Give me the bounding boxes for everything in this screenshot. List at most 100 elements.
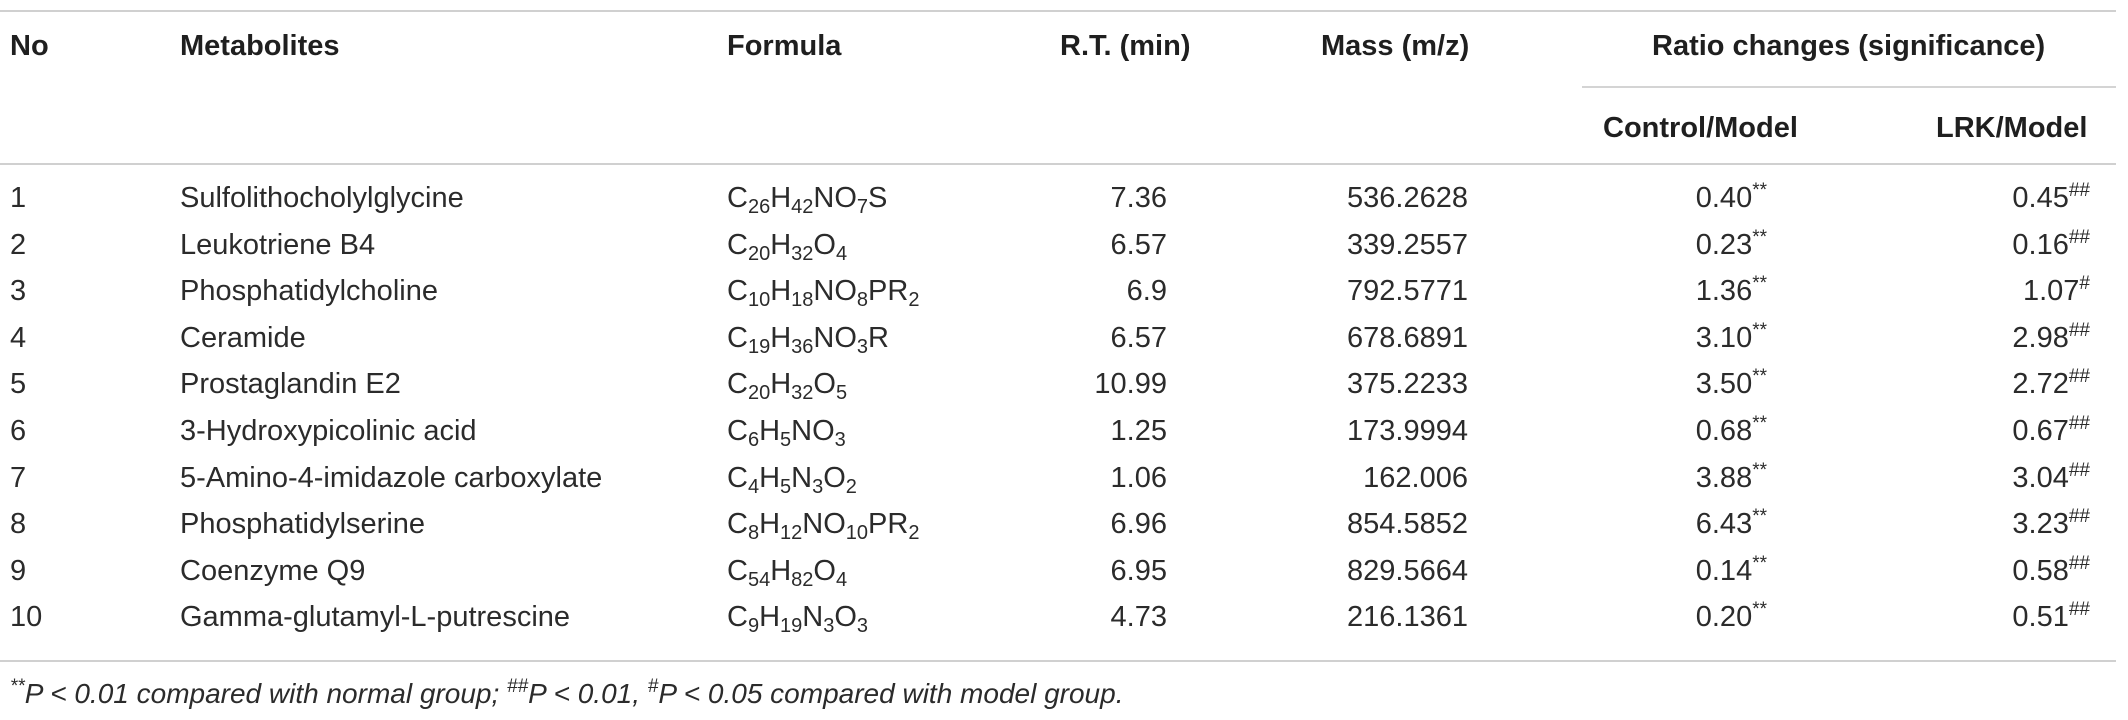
ratio-value: 0.58 <box>2012 555 2069 587</box>
mass: 173.9994 <box>1347 415 1468 447</box>
row-number: 5 <box>10 368 27 400</box>
formula-subscript: 2 <box>908 289 920 311</box>
ratio-subheader-rule <box>1582 86 2116 88</box>
metabolite-name: Prostaglandin E2 <box>180 368 401 400</box>
formula-subscript: 18 <box>791 289 814 311</box>
header-metabolites: Metabolites <box>180 30 340 62</box>
significance-mark: ## <box>2068 413 2090 434</box>
metabolite-name: 5-Amino-4-imidazole carboxylate <box>180 462 603 494</box>
ratio-value: 0.14 <box>1695 555 1753 587</box>
row-number: 3 <box>10 275 27 307</box>
formula-subscript: 12 <box>780 522 803 544</box>
lrk-model-ratio: 0.16## <box>2012 227 2090 262</box>
mass: 792.5771 <box>1347 275 1468 307</box>
significance-mark: # <box>2079 273 2090 294</box>
formula-element: NO <box>813 275 857 307</box>
ratio-value: 3.50 <box>1695 368 1753 400</box>
retention-time: 10.99 <box>1094 368 1167 400</box>
control-model-ratio: 0.23** <box>1695 227 1767 262</box>
significance-mark: ## <box>2068 460 2090 481</box>
ratio-value: 3.23 <box>2012 508 2069 540</box>
formula-subscript: 10 <box>747 289 771 311</box>
formula-element: NO <box>802 508 846 540</box>
formula: C54H82O4 <box>727 555 848 591</box>
formula-element: C <box>727 555 748 587</box>
formula-element: H <box>770 322 792 354</box>
formula-element: C <box>727 322 748 354</box>
significance-mark: ** <box>1752 599 1767 620</box>
metabolite-name: Phosphatidylserine <box>180 508 426 540</box>
ratio-value: 3.04 <box>2012 462 2069 494</box>
formula-element: H <box>770 182 792 214</box>
formula-subscript: 8 <box>747 522 760 544</box>
formula-subscript: 54 <box>747 569 771 591</box>
formula-subscript: 3 <box>823 615 835 637</box>
formula-subscript: 36 <box>791 336 814 358</box>
ratio-value: 1.36 <box>1695 275 1753 307</box>
formula: C10H18NO8PR2 <box>727 275 920 311</box>
formula-element: H <box>770 555 792 587</box>
significance-mark: ## <box>2068 227 2090 248</box>
lrk-model-ratio: 0.51## <box>2012 599 2090 634</box>
control-model-ratio: 0.68** <box>1696 414 1767 448</box>
control-model-ratio: 0.20** <box>1696 599 1767 634</box>
formula-subscript: 7 <box>856 196 869 218</box>
formula: C20H32O4 <box>727 229 847 265</box>
metabolite-name: Ceramide <box>180 322 306 354</box>
significance-mark: ## <box>2068 180 2090 201</box>
ratio-value: 3.88 <box>1695 462 1753 494</box>
formula-element: H <box>759 415 781 447</box>
formula-element: N <box>802 601 824 633</box>
row-number: 4 <box>10 322 27 354</box>
lrk-model-ratio: 0.45## <box>2012 180 2090 215</box>
row-number: 2 <box>10 229 27 261</box>
footnote-mark-hash: # <box>647 676 659 697</box>
significance-mark: ** <box>1752 227 1767 248</box>
significance-mark: ** <box>1752 320 1767 341</box>
formula-subscript: 82 <box>791 569 814 591</box>
lrk-model-ratio: 1.07# <box>2022 273 2090 308</box>
ratio-value: 1.07 <box>2022 275 2080 307</box>
ratio-value: 3.10 <box>1695 322 1753 354</box>
formula-subscript: 2 <box>908 522 920 544</box>
header-lrk-model: LRK/Model <box>1936 112 2088 144</box>
formula-subscript: 42 <box>791 196 814 218</box>
ratio-value: 2.72 <box>2012 368 2069 400</box>
significance-mark: ## <box>2068 599 2090 620</box>
formula-element: H <box>770 229 792 261</box>
formula-subscript: 4 <box>747 476 760 498</box>
mass: 216.1361 <box>1347 601 1468 633</box>
ratio-value: 0.23 <box>1695 229 1753 261</box>
metabolite-name: Coenzyme Q9 <box>180 555 366 587</box>
retention-time: 6.9 <box>1126 275 1167 307</box>
significance-mark: ## <box>2068 366 2090 387</box>
significance-mark: ## <box>2068 320 2090 341</box>
formula-subscript: 6 <box>747 429 760 451</box>
formula-subscript: 20 <box>747 382 771 404</box>
mass: 854.5852 <box>1347 508 1468 540</box>
formula-element: PR <box>868 275 909 307</box>
ratio-value: 0.16 <box>2012 229 2069 261</box>
formula-subscript: 20 <box>747 243 771 265</box>
formula-element: C <box>727 275 748 307</box>
formula-element: H <box>770 368 792 400</box>
formula-subscript: 4 <box>835 569 848 591</box>
significance-mark: ** <box>1752 553 1767 574</box>
ratio-value: 0.40 <box>1695 182 1753 214</box>
header-rt: R.T. (min) <box>1060 30 1191 62</box>
mass: 829.5664 <box>1347 555 1468 587</box>
formula-element: N <box>791 462 813 494</box>
footnote-mark-double-asterisk: ** <box>10 676 25 697</box>
lrk-model-ratio: 0.67## <box>2012 413 2090 448</box>
formula-element: O <box>813 555 836 587</box>
formula-element: C <box>727 368 748 400</box>
ratio-value: 0.67 <box>2012 415 2069 447</box>
control-model-ratio: 3.50** <box>1695 367 1767 401</box>
retention-time: 6.96 <box>1110 508 1167 540</box>
metabolite-name: 3-Hydroxypicolinic acid <box>180 415 477 447</box>
retention-time: 6.57 <box>1110 229 1167 261</box>
lrk-model-ratio: 2.98## <box>2012 320 2090 355</box>
footnote-mark-double-hash: ## <box>507 676 529 697</box>
formula-subscript: 9 <box>747 615 760 637</box>
metabolite-name: Phosphatidylcholine <box>180 275 438 307</box>
